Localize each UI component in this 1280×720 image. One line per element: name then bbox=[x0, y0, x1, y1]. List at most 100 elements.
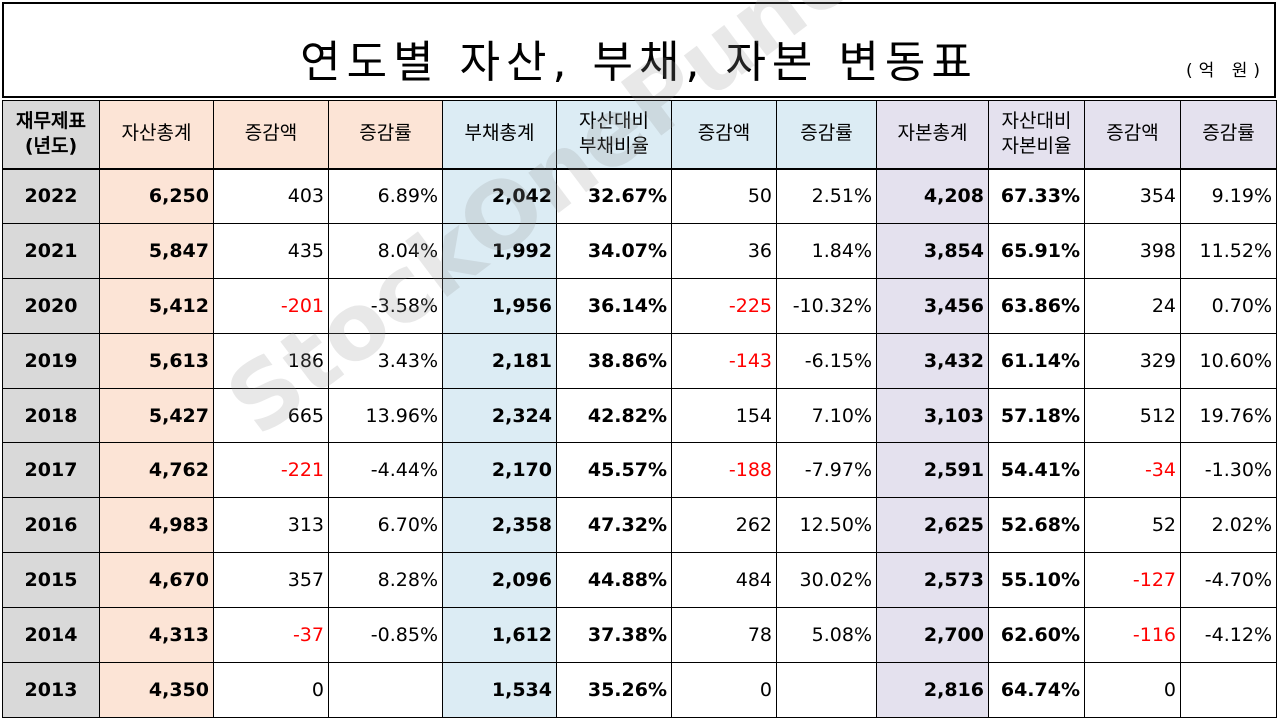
cell-liab-change: -143 bbox=[671, 332, 777, 389]
cell-eq-rate: 11.52% bbox=[1180, 222, 1277, 279]
cell-eq-change: -116 bbox=[1084, 607, 1181, 664]
cell-liab-ratio: 38.86% bbox=[556, 332, 672, 389]
cell-asset-rate: -0.85% bbox=[328, 607, 443, 664]
cell-eq-change: 24 bbox=[1084, 277, 1181, 334]
cell-total-assets: 4,983 bbox=[99, 497, 214, 554]
cell-eq-rate: 0.70% bbox=[1180, 277, 1277, 334]
table-row: 2019 5,613 186 3.43% 2,181 38.86% -143 -6.15% 3,… bbox=[2, 332, 1277, 389]
cell-total-equity: 2,591 bbox=[876, 442, 989, 499]
cell-total-liabilities: 2,170 bbox=[442, 442, 557, 499]
cell-liab-ratio: 37.38% bbox=[556, 607, 672, 664]
cell-eq-ratio: 61.14% bbox=[988, 332, 1085, 389]
cell-total-liabilities: 2,358 bbox=[442, 497, 557, 554]
cell-year: 2015 bbox=[2, 552, 100, 609]
cell-year: 2019 bbox=[2, 332, 100, 389]
cell-eq-ratio: 64.74% bbox=[988, 662, 1085, 718]
cell-asset-rate: 13.96% bbox=[328, 387, 443, 444]
cell-eq-change: 0 bbox=[1084, 662, 1181, 718]
cell-total-assets: 5,613 bbox=[99, 332, 214, 389]
cell-total-equity: 3,456 bbox=[876, 277, 989, 334]
header-liab-ratio-line1: 자산대비 bbox=[579, 109, 649, 132]
cell-liab-ratio: 45.57% bbox=[556, 442, 672, 499]
cell-asset-change: 403 bbox=[213, 168, 329, 224]
cell-asset-change: 313 bbox=[213, 497, 329, 554]
cell-liab-change: -188 bbox=[671, 442, 777, 499]
table-row: 2014 4,313 -37 -0.85% 1,612 37.38% 78 5.08% 2,70… bbox=[2, 607, 1277, 664]
header-row: 재무제표 (년도) 자산총계 증감액 증감률 부채총계 자산대비 부채비율 증감액 … bbox=[2, 100, 1277, 170]
cell-liab-rate: 5.08% bbox=[776, 607, 877, 664]
cell-eq-change: 398 bbox=[1084, 222, 1181, 279]
cell-total-liabilities: 2,096 bbox=[442, 552, 557, 609]
header-year: 재무제표 (년도) bbox=[2, 100, 100, 170]
cell-liab-ratio: 42.82% bbox=[556, 387, 672, 444]
cell-liab-ratio: 47.32% bbox=[556, 497, 672, 554]
cell-liab-rate: 2.51% bbox=[776, 168, 877, 224]
cell-liab-ratio: 36.14% bbox=[556, 277, 672, 334]
cell-eq-rate: -1.30% bbox=[1180, 442, 1277, 499]
cell-eq-ratio: 57.18% bbox=[988, 387, 1085, 444]
cell-eq-ratio: 62.60% bbox=[988, 607, 1085, 664]
cell-asset-rate: -3.58% bbox=[328, 277, 443, 334]
header-eq-change: 증감액 bbox=[1084, 100, 1181, 170]
cell-total-liabilities: 1,534 bbox=[442, 662, 557, 718]
cell-year: 2018 bbox=[2, 387, 100, 444]
title-box: 연도별 자산, 부채, 자본 변동표 (억 원) bbox=[2, 2, 1276, 98]
cell-liab-rate bbox=[776, 662, 877, 718]
header-year-line2: (년도) bbox=[24, 135, 78, 158]
cell-total-liabilities: 2,042 bbox=[442, 168, 557, 224]
cell-liab-change: 36 bbox=[671, 222, 777, 279]
header-total-assets: 자산총계 bbox=[99, 100, 214, 170]
cell-eq-ratio: 63.86% bbox=[988, 277, 1085, 334]
cell-liab-rate: -7.97% bbox=[776, 442, 877, 499]
cell-year: 2014 bbox=[2, 607, 100, 664]
header-year-line1: 재무제표 bbox=[16, 109, 86, 132]
cell-eq-ratio: 54.41% bbox=[988, 442, 1085, 499]
cell-total-equity: 3,432 bbox=[876, 332, 989, 389]
cell-eq-ratio: 55.10% bbox=[988, 552, 1085, 609]
cell-total-assets: 4,762 bbox=[99, 442, 214, 499]
table-row: 2016 4,983 313 6.70% 2,358 47.32% 262 12.50% 2,6… bbox=[2, 497, 1277, 554]
cell-eq-change: 329 bbox=[1084, 332, 1181, 389]
table-body: 2022 6,250 403 6.89% 2,042 32.67% 50 2.51% 4,208… bbox=[2, 168, 1277, 718]
cell-liab-rate: 12.50% bbox=[776, 497, 877, 554]
cell-liab-change: 0 bbox=[671, 662, 777, 718]
cell-total-liabilities: 1,992 bbox=[442, 222, 557, 279]
cell-asset-change: -201 bbox=[213, 277, 329, 334]
header-total-equity: 자본총계 bbox=[876, 100, 989, 170]
cell-year: 2022 bbox=[2, 168, 100, 224]
cell-eq-rate: -4.70% bbox=[1180, 552, 1277, 609]
cell-eq-ratio: 52.68% bbox=[988, 497, 1085, 554]
cell-total-equity: 2,573 bbox=[876, 552, 989, 609]
cell-year: 2016 bbox=[2, 497, 100, 554]
cell-eq-change: 52 bbox=[1084, 497, 1181, 554]
page-title: 연도별 자산, 부채, 자본 변동표 bbox=[300, 37, 978, 88]
cell-year: 2021 bbox=[2, 222, 100, 279]
header-eq-ratio: 자산대비 자본비율 bbox=[988, 100, 1085, 170]
cell-eq-rate: 9.19% bbox=[1180, 168, 1277, 224]
cell-asset-rate: 6.89% bbox=[328, 168, 443, 224]
header-total-liabilities: 부채총계 bbox=[442, 100, 557, 170]
cell-asset-change: 665 bbox=[213, 387, 329, 444]
table-row: 2021 5,847 435 8.04% 1,992 34.07% 36 1.84% 3,854… bbox=[2, 222, 1277, 279]
cell-eq-rate: 19.76% bbox=[1180, 387, 1277, 444]
cell-total-assets: 4,313 bbox=[99, 607, 214, 664]
cell-asset-rate: -4.44% bbox=[328, 442, 443, 499]
cell-asset-change: -37 bbox=[213, 607, 329, 664]
cell-liab-rate: 7.10% bbox=[776, 387, 877, 444]
cell-asset-rate: 8.04% bbox=[328, 222, 443, 279]
cell-total-assets: 4,350 bbox=[99, 662, 214, 718]
cell-total-assets: 5,427 bbox=[99, 387, 214, 444]
cell-total-equity: 2,625 bbox=[876, 497, 989, 554]
cell-liab-ratio: 32.67% bbox=[556, 168, 672, 224]
cell-liab-ratio: 35.26% bbox=[556, 662, 672, 718]
cell-liab-rate: 30.02% bbox=[776, 552, 877, 609]
cell-liab-ratio: 44.88% bbox=[556, 552, 672, 609]
cell-eq-ratio: 65.91% bbox=[988, 222, 1085, 279]
cell-total-assets: 5,847 bbox=[99, 222, 214, 279]
cell-liab-change: 262 bbox=[671, 497, 777, 554]
cell-eq-ratio: 67.33% bbox=[988, 168, 1085, 224]
cell-total-liabilities: 2,181 bbox=[442, 332, 557, 389]
cell-asset-rate: 8.28% bbox=[328, 552, 443, 609]
cell-total-equity: 3,854 bbox=[876, 222, 989, 279]
cell-total-equity: 2,700 bbox=[876, 607, 989, 664]
